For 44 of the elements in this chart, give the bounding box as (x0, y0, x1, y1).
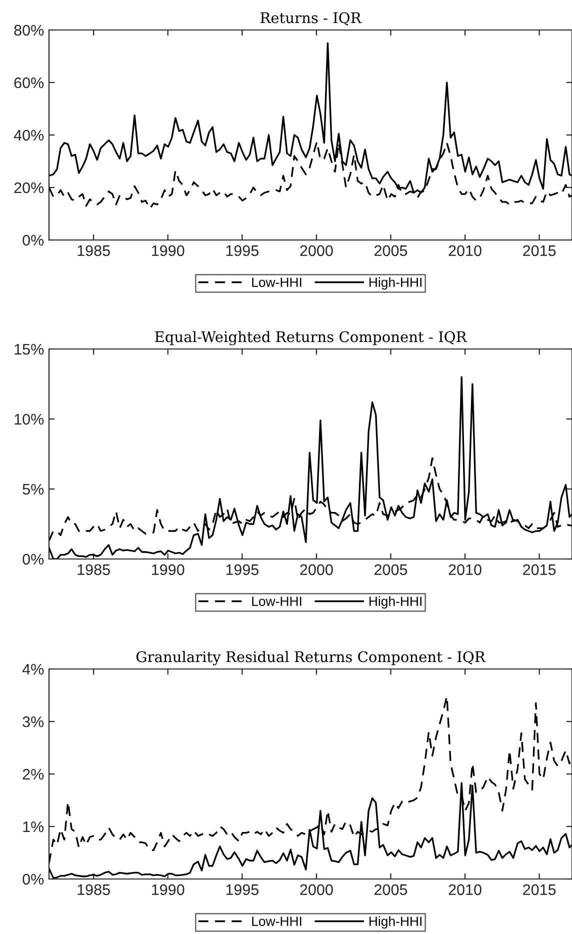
y-tick-label: 10% (14, 414, 44, 425)
x-tick-label: 2010 (448, 564, 482, 576)
y-tick-label: 40% (14, 130, 44, 141)
legend-label: High-HHI (369, 277, 422, 290)
chart-title: Returns - IQR (260, 12, 362, 26)
y-tick-label: 3% (22, 716, 44, 728)
x-tick-label: 1985 (78, 564, 110, 576)
x-tick-label: 1985 (78, 884, 110, 896)
x-tick-label: 2010 (448, 245, 482, 256)
y-tick-label: 2% (22, 768, 44, 780)
y-tick-label: 15% (14, 344, 44, 355)
x-tick-label: 2000 (300, 564, 333, 576)
legend-label: Low-HHI (252, 596, 302, 606)
x-tick-label: 2000 (300, 245, 333, 256)
y-tick-label: 20% (14, 182, 44, 194)
x-tick-label: 2015 (523, 564, 556, 576)
x-tick-label: 1995 (226, 884, 259, 896)
x-tick-label: 1985 (78, 245, 110, 256)
y-tick-label: 1% (23, 821, 44, 832)
legend-label: Low-HHI (252, 916, 302, 926)
x-tick-label: 2005 (374, 245, 408, 256)
y-tick-label: 80% (14, 24, 44, 36)
legend-label: High-HHI (369, 596, 422, 609)
x-tick-label: 2005 (374, 884, 408, 896)
x-tick-label: 2010 (448, 884, 482, 896)
chart-title: Equal-Weighted Returns Component - IQR (155, 330, 468, 346)
x-tick-label: 2015 (523, 245, 556, 256)
x-tick-label: 2005 (374, 564, 408, 576)
x-tick-label: 1990 (152, 564, 184, 576)
y-tick-label: 0% (22, 554, 44, 565)
chart-title: Granularity Residual Returns Component - IQR (136, 650, 486, 666)
y-tick-label: 0% (22, 234, 44, 246)
x-tick-label: 1990 (152, 245, 184, 256)
y-tick-label: 0% (22, 874, 44, 885)
y-tick-label: 4% (22, 664, 44, 675)
y-tick-label: 60% (14, 77, 44, 88)
x-tick-label: 1990 (152, 884, 184, 896)
x-tick-label: 1995 (226, 245, 259, 256)
legend-label: High-HHI (369, 916, 422, 929)
x-tick-label: 2015 (523, 884, 556, 896)
x-tick-label: 2000 (300, 884, 333, 896)
y-tick-label: 5% (22, 484, 44, 495)
x-tick-label: 1995 (226, 564, 259, 576)
legend-label: Low-HHI (252, 278, 302, 287)
